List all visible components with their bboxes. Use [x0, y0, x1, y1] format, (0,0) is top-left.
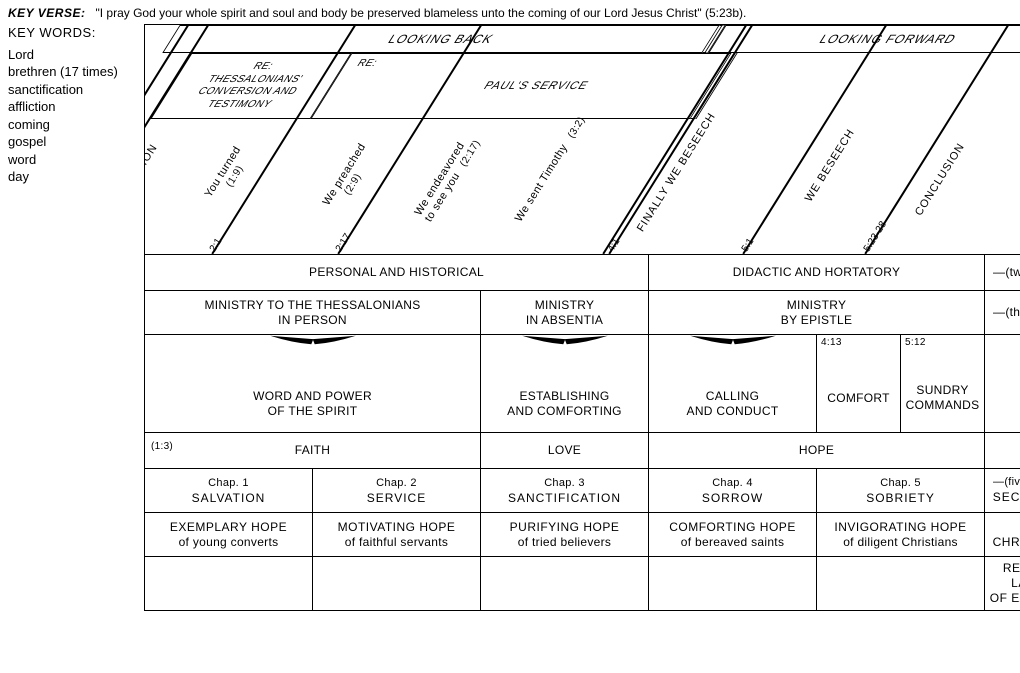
ministry-person-cell: MINISTRY TO THE THESSALONIANS IN PERSON: [145, 291, 481, 335]
comfort-cell: 4:13 COMFORT: [817, 335, 901, 433]
ministry-epistle-cell: MINISTRY BY EPISTLE: [649, 291, 985, 335]
didactic-hortatory-cell: DIDACTIC AND HORTATORY: [649, 255, 985, 291]
establishing-cell: ESTABLISHING AND COMFORTING: [481, 335, 649, 433]
key-verse-text: "I pray God your whole spirit and soul a…: [95, 6, 746, 20]
ministry-absentia-cell: MINISTRY IN ABSENTIA: [481, 291, 649, 335]
faith-cell: (1:3) FAITH: [145, 433, 481, 469]
chap3-cell: Chap. 3SANCTIFICATION: [481, 469, 649, 513]
re-service-text: PAUL'S SERVICE: [481, 80, 591, 92]
empty-cell: [985, 335, 1020, 433]
sundry-commands-cell: 5:12 SUNDRY COMMANDS: [901, 335, 985, 433]
empty-cell: [481, 557, 649, 611]
key-word: word: [8, 151, 138, 169]
key-word: Lord: [8, 46, 138, 64]
re-label: RE:: [355, 58, 380, 69]
chap5-cell: Chap. 5SOBRIETY: [817, 469, 985, 513]
bird-icon: [688, 334, 778, 346]
looking-forward-cell: LOOKING FORWARD: [708, 25, 1020, 53]
hope-cell: HOPE: [649, 433, 985, 469]
bird-icon: [520, 334, 610, 346]
upper-section: LOOKING BACK LOOKING FORWARD RE: THESSAL…: [144, 24, 1020, 254]
we-sent-timothy-label: We sent Timothy (3:2): [513, 114, 588, 224]
key-word: day: [8, 168, 138, 186]
twofold-note: —(twofold outline): [985, 255, 1020, 291]
invigorating-hope-cell: INVIGORATING HOPEof diligent Christians: [817, 513, 985, 557]
key-word: brethren (17 times): [8, 63, 138, 81]
hope-return-cell: HOPE OF CHRIST'S RETURN: [985, 513, 1020, 557]
reference-note-cell: REFERENCE IN LAST VERSE OF EACH CHAPTER: [985, 557, 1020, 611]
re-service-cell: RE: PAUL'S SERVICE: [310, 53, 731, 119]
key-verse-row: KEY VERSE: "I pray God your whole spirit…: [8, 6, 1012, 20]
exemplary-hope-cell: EXEMPLARY HOPEof young converts: [145, 513, 313, 557]
love-cell: LOVE: [481, 433, 649, 469]
chap4-cell: Chap. 4SORROW: [649, 469, 817, 513]
bird-icon: [268, 334, 358, 346]
threefold-note: —(threefold outline): [985, 291, 1020, 335]
key-verse-label: KEY VERSE:: [8, 6, 85, 20]
empty-cell: [649, 557, 817, 611]
chap2-cell: Chap. 2SERVICE: [313, 469, 481, 513]
purifying-hope-cell: PURIFYING HOPEof tried believers: [481, 513, 649, 557]
outline-grid: PERSONAL AND HISTORICAL DIDACTIC AND HOR…: [144, 254, 1020, 611]
conclusion-label: CONCLUSION: [913, 141, 967, 218]
diag-line: [864, 24, 1020, 254]
chap1-cell: Chap. 1SALVATION: [145, 469, 313, 513]
fivefold-note: —(fivefold outline) SECOND ADVENT: [985, 469, 1020, 513]
key-words-list: Lord brethren (17 times) sanctification …: [8, 46, 138, 186]
ref-tick: 5:23-28: [862, 219, 889, 254]
key-words-label: KEY WORDS:: [8, 24, 138, 42]
key-words-column: KEY WORDS: Lord brethren (17 times) sanc…: [8, 24, 144, 611]
personal-historical-cell: PERSONAL AND HISTORICAL: [145, 255, 649, 291]
key-word: gospel: [8, 133, 138, 151]
empty-cell: [817, 557, 985, 611]
key-word: sanctification: [8, 81, 138, 99]
finally-beseech-label: FINALLY WE BESEECH: [635, 111, 718, 234]
salutation-label: SALUTATION: [144, 142, 160, 214]
we-beseech-label: WE BESEECH: [803, 127, 857, 204]
comforting-hope-cell: COMFORTING HOPEof bereaved saints: [649, 513, 817, 557]
empty-cell: [313, 557, 481, 611]
key-word: coming: [8, 116, 138, 134]
ref-tick: 2:17: [334, 232, 354, 254]
empty-cell: [145, 557, 313, 611]
empty-cell: [985, 433, 1020, 469]
word-power-cell: WORD AND POWER OF THE SPIRIT: [145, 335, 481, 433]
outline-chart: LOOKING BACK LOOKING FORWARD RE: THESSAL…: [144, 24, 1020, 611]
looking-back-cell: LOOKING BACK: [162, 25, 719, 53]
calling-conduct-cell: CALLING AND CONDUCT: [649, 335, 817, 433]
motivating-hope-cell: MOTIVATING HOPEof faithful servants: [313, 513, 481, 557]
we-endeavored-label: We endeavored to see you (2:17): [412, 131, 483, 224]
key-word: affliction: [8, 98, 138, 116]
